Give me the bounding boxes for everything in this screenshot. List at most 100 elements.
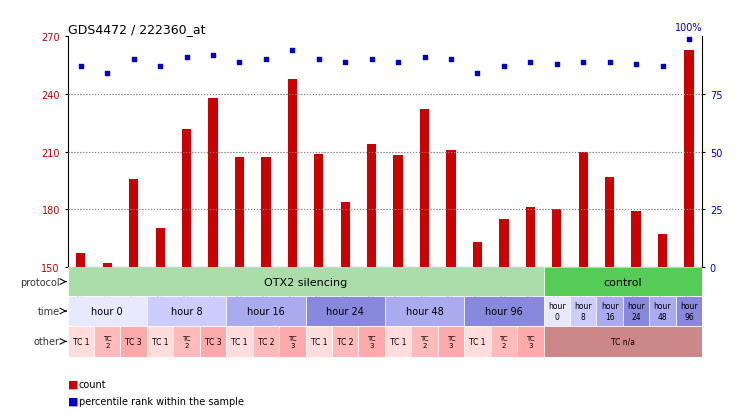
Text: hour
48: hour 48 <box>653 301 671 321</box>
Point <box>180 55 192 61</box>
Bar <box>94 326 120 357</box>
Bar <box>473 242 482 413</box>
Bar <box>650 297 676 326</box>
Bar <box>517 326 544 357</box>
Bar <box>544 297 570 326</box>
Text: hour
0: hour 0 <box>548 301 566 321</box>
Text: hour 0: hour 0 <box>92 306 123 316</box>
Point <box>286 47 298 54</box>
Bar <box>394 156 403 413</box>
Bar <box>544 326 702 357</box>
Text: 100%: 100% <box>674 23 702 33</box>
Bar <box>578 152 588 413</box>
Text: TC n/a: TC n/a <box>611 337 635 346</box>
Text: TC 1: TC 1 <box>310 337 327 346</box>
Bar <box>552 210 562 413</box>
Bar <box>68 326 94 357</box>
Point <box>498 64 510 70</box>
Bar <box>499 219 508 413</box>
Point <box>154 64 166 70</box>
Bar <box>288 79 297 413</box>
Text: TC 1: TC 1 <box>73 337 89 346</box>
Bar <box>438 326 464 357</box>
Text: hour 48: hour 48 <box>406 306 443 316</box>
Bar <box>226 326 252 357</box>
Text: percentile rank within the sample: percentile rank within the sample <box>79 396 244 406</box>
Text: other: other <box>34 337 60 347</box>
Text: control: control <box>604 277 642 287</box>
Point <box>234 59 246 66</box>
Text: TC 1: TC 1 <box>231 337 248 346</box>
Point <box>630 62 642 68</box>
Bar <box>306 297 385 326</box>
Bar <box>103 263 112 413</box>
Point <box>392 59 404 66</box>
Bar <box>367 145 376 413</box>
Bar <box>464 326 490 357</box>
Bar <box>261 158 270 413</box>
Point <box>524 59 536 66</box>
Point <box>578 59 590 66</box>
Text: hour
24: hour 24 <box>627 301 645 321</box>
Point <box>550 62 562 68</box>
Bar <box>182 129 192 413</box>
Bar <box>544 267 702 297</box>
Text: count: count <box>79 379 107 389</box>
Bar <box>632 212 641 413</box>
Bar <box>129 179 138 413</box>
Bar <box>332 326 358 357</box>
Bar <box>120 326 147 357</box>
Point <box>656 64 668 70</box>
Text: ■: ■ <box>68 379 78 389</box>
Text: TC 1: TC 1 <box>469 337 486 346</box>
Text: TC 2: TC 2 <box>258 337 274 346</box>
Bar <box>412 326 438 357</box>
Point <box>604 59 616 66</box>
Bar <box>68 267 544 297</box>
Point <box>418 55 430 61</box>
Text: TC 1: TC 1 <box>390 337 406 346</box>
Bar <box>676 297 702 326</box>
Point <box>366 57 378 64</box>
Bar <box>341 202 350 413</box>
Text: TC
3: TC 3 <box>447 335 455 348</box>
Bar <box>208 99 218 413</box>
Bar <box>358 326 385 357</box>
Bar <box>76 254 86 413</box>
Text: TC
3: TC 3 <box>526 335 535 348</box>
Bar <box>684 51 694 413</box>
Bar <box>68 297 147 326</box>
Text: TC
2: TC 2 <box>182 335 191 348</box>
Bar <box>235 158 244 413</box>
Bar <box>385 297 464 326</box>
Text: time: time <box>38 306 60 316</box>
Text: OTX2 silencing: OTX2 silencing <box>264 277 347 287</box>
Text: TC
2: TC 2 <box>499 335 508 348</box>
Bar <box>252 326 279 357</box>
Bar <box>605 177 614 413</box>
Bar <box>420 110 429 413</box>
Bar <box>173 326 200 357</box>
Text: hour
16: hour 16 <box>601 301 619 321</box>
Point <box>312 57 324 64</box>
Text: TC
3: TC 3 <box>288 335 297 348</box>
Bar <box>306 326 332 357</box>
Bar <box>526 208 535 413</box>
Text: hour
96: hour 96 <box>680 301 698 321</box>
Text: TC
2: TC 2 <box>421 335 429 348</box>
Point <box>207 52 219 59</box>
Bar <box>226 297 306 326</box>
Text: ■: ■ <box>68 396 78 406</box>
Text: hour 16: hour 16 <box>247 306 285 316</box>
Text: TC
2: TC 2 <box>103 335 112 348</box>
Text: TC 3: TC 3 <box>125 337 142 346</box>
Bar <box>147 297 226 326</box>
Text: GDS4472 / 222360_at: GDS4472 / 222360_at <box>68 23 205 36</box>
Point <box>75 64 87 70</box>
Point <box>260 57 272 64</box>
Bar <box>314 154 324 413</box>
Bar <box>200 326 226 357</box>
Text: hour 24: hour 24 <box>326 306 364 316</box>
Bar <box>147 326 173 357</box>
Text: TC 1: TC 1 <box>152 337 168 346</box>
